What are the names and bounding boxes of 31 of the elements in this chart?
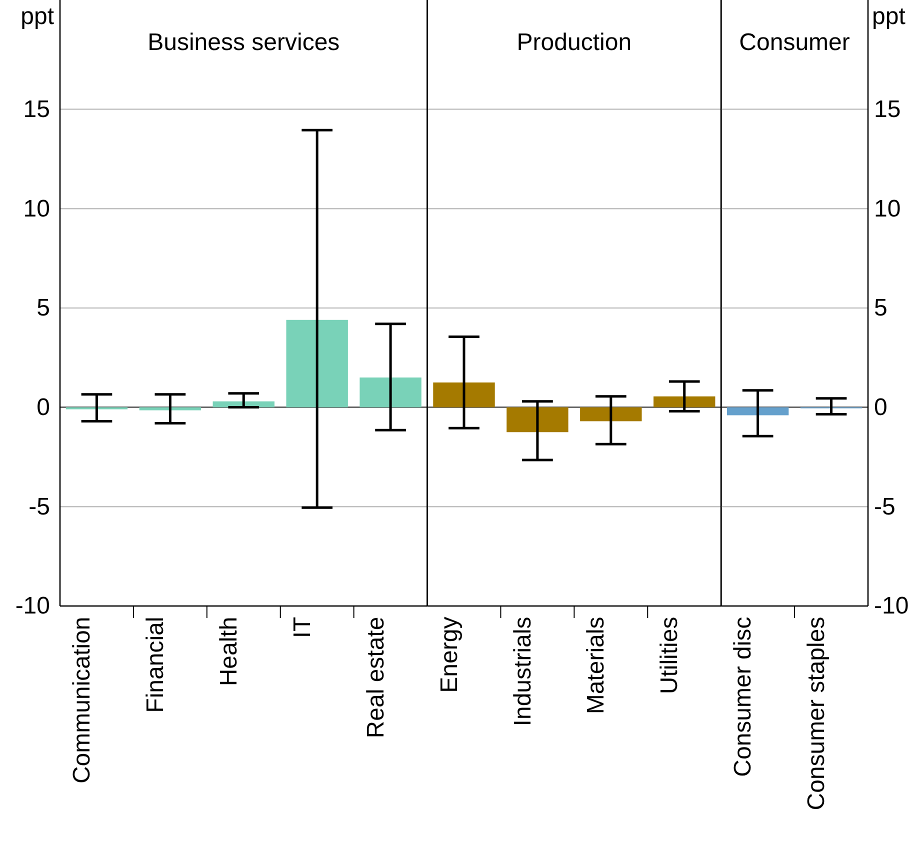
x-tick-label: Consumer staples: [803, 616, 830, 810]
x-tick-label: Real estate: [362, 616, 390, 738]
y-tick-label: 5: [36, 294, 50, 322]
y2-tick-label: -5: [874, 493, 896, 520]
y2-tick-label: 10: [874, 195, 901, 222]
text: Business services: [148, 29, 340, 56]
bar: [286, 320, 348, 408]
x-tick-label: IT: [288, 616, 316, 638]
x-tick-label: Industrials: [509, 616, 536, 726]
x-tick-label: Communication: [68, 616, 96, 784]
y-tick-label: -10: [15, 592, 50, 620]
text: Production: [516, 29, 632, 56]
x-tick-label: Financial: [142, 616, 169, 713]
y-tick-label: 10: [23, 195, 50, 222]
text: Consumer: [739, 29, 850, 56]
bar: [360, 378, 422, 408]
y2-tick-label: -10: [874, 592, 909, 620]
y-tick-label: -5: [28, 493, 50, 520]
y-axis-title: ppt: [20, 3, 54, 30]
y2-tick-label: 0: [874, 394, 888, 421]
y-tick-label: 15: [23, 96, 50, 123]
y2-tick-label: 15: [874, 96, 901, 123]
x-tick-label: Utilities: [656, 616, 684, 694]
y-tick-label: 0: [36, 394, 50, 421]
bar: [139, 407, 202, 410]
x-tick-label: Energy: [436, 616, 463, 693]
x-tick-label: Consumer disc: [730, 616, 757, 777]
x-tick-label: Health: [215, 616, 242, 686]
x-tick-label: Materials: [582, 616, 610, 714]
y2-axis-title: ppt: [872, 3, 906, 30]
y2-tick-label: 5: [874, 294, 888, 322]
